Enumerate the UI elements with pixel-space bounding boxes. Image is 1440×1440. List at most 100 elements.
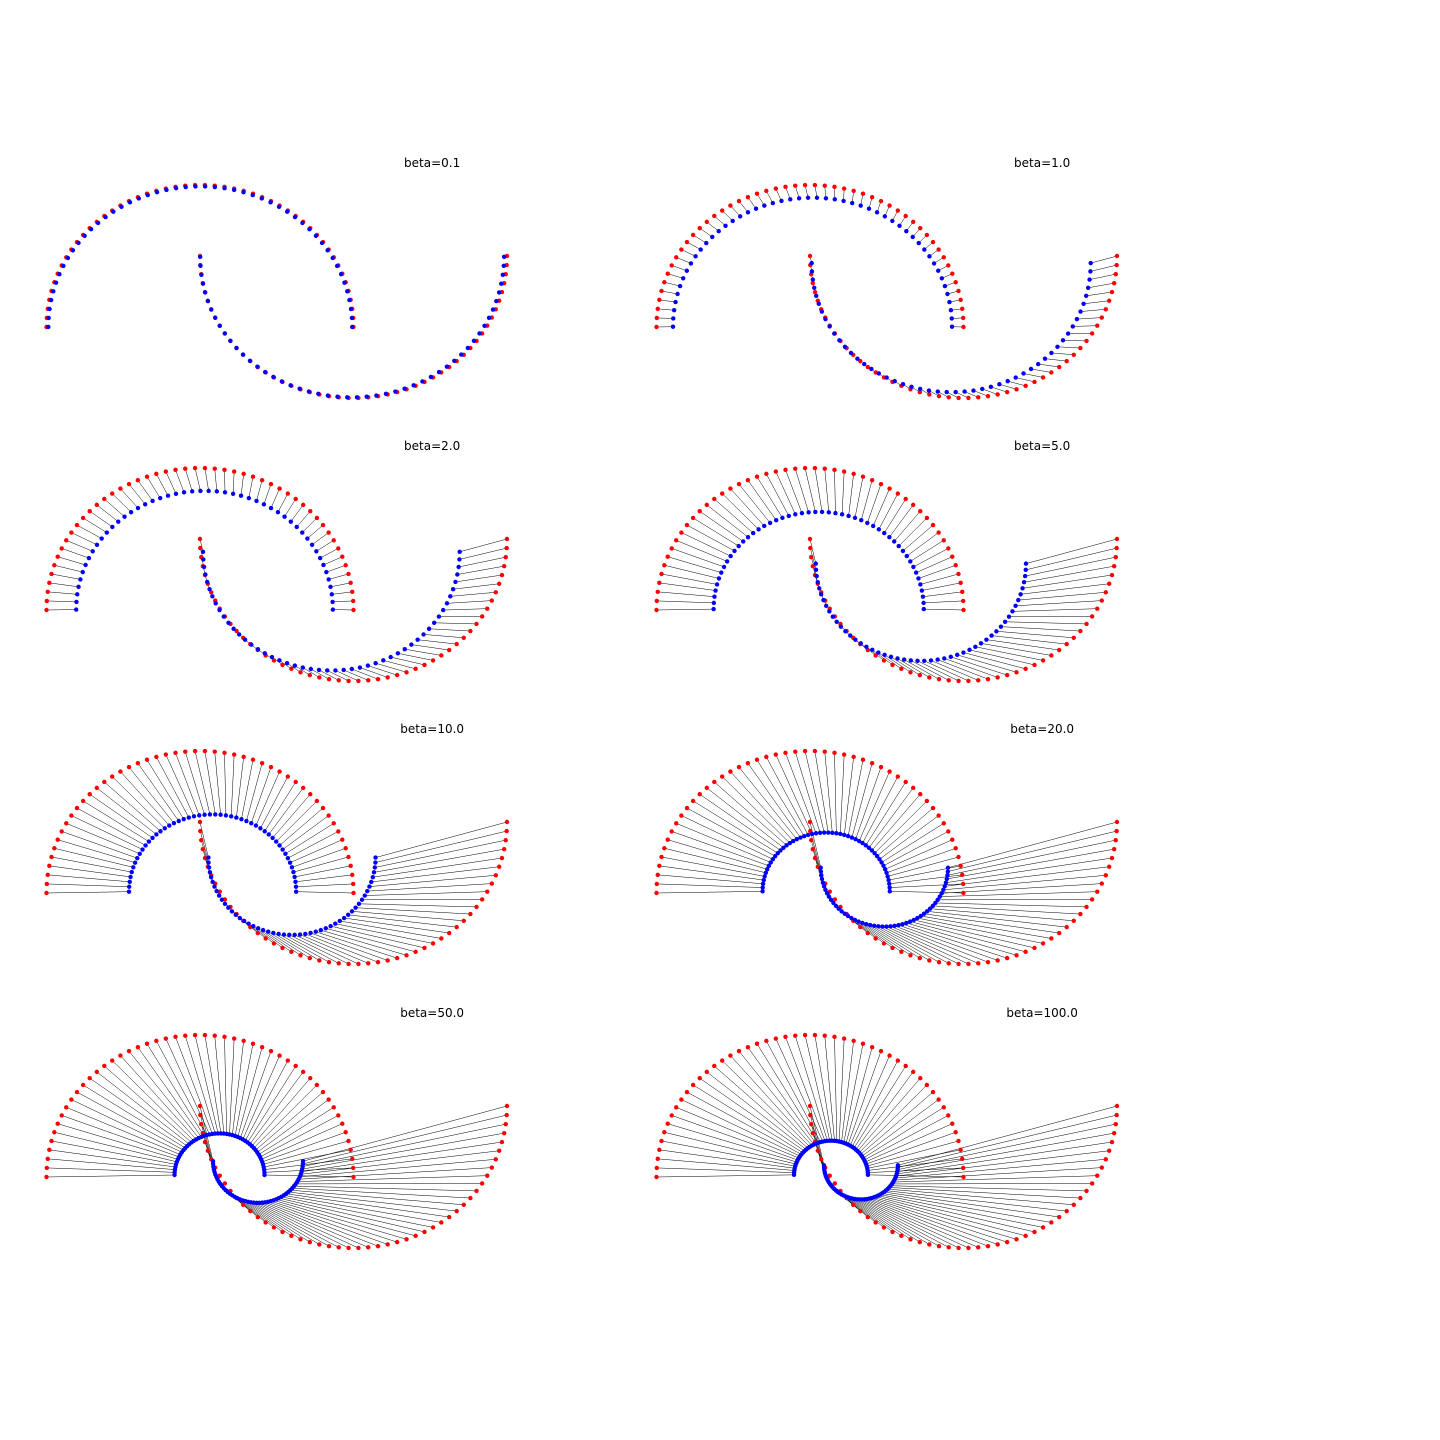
original-point	[754, 1041, 760, 1046]
smoothed-point	[1016, 597, 1021, 603]
connector-line	[868, 787, 914, 848]
smoothed-point	[819, 509, 825, 515]
connector-line	[692, 1084, 803, 1153]
connector-line	[906, 532, 939, 557]
smoothed-point	[805, 195, 811, 200]
original-point	[234, 628, 239, 634]
connector-line	[369, 875, 496, 887]
original-point	[248, 1208, 253, 1214]
connector-line	[996, 631, 1074, 639]
original-point	[941, 538, 946, 543]
original-point	[173, 750, 178, 756]
smoothed-point	[954, 652, 960, 658]
original-point	[422, 662, 427, 668]
smoothed-point	[150, 498, 155, 504]
smoothed-point	[967, 647, 972, 653]
smoothed-point	[904, 920, 909, 926]
smoothed-points	[670, 195, 1093, 395]
connector-line	[1015, 600, 1102, 607]
connector-line	[917, 917, 1044, 944]
smoothed-point	[421, 632, 426, 637]
connector-line	[884, 654, 911, 673]
smoothed-point	[75, 592, 80, 597]
smoothed-point	[181, 816, 186, 822]
smoothed-point	[1005, 378, 1010, 384]
original-point	[52, 1130, 57, 1135]
connector-line	[411, 644, 450, 651]
original-point	[503, 837, 508, 843]
connector-line	[82, 800, 150, 842]
original-point	[346, 571, 351, 577]
smoothed-point	[948, 654, 953, 660]
original-point	[44, 607, 49, 613]
original-point	[394, 1239, 400, 1245]
original-point	[719, 1058, 725, 1063]
smoothed-point	[132, 860, 138, 865]
smoothed-point	[223, 813, 229, 818]
original-point	[684, 239, 690, 245]
original-point	[1071, 352, 1076, 357]
smoothed-point	[448, 594, 453, 599]
original-point	[366, 1245, 371, 1250]
connector-line	[165, 754, 195, 817]
smoothed-point	[868, 922, 873, 928]
connector-line	[255, 1091, 324, 1151]
connector-line	[264, 1158, 353, 1170]
connector-line	[930, 660, 979, 681]
original-point	[679, 813, 684, 818]
original-point	[331, 1105, 336, 1110]
original-point	[918, 792, 923, 797]
original-point	[87, 792, 92, 797]
original-point	[956, 395, 961, 401]
connector-line	[286, 663, 301, 673]
original-point	[356, 1245, 361, 1251]
original-point	[946, 829, 951, 834]
smoothed-point	[158, 829, 163, 834]
smoothed-point	[766, 863, 772, 869]
original-point	[956, 288, 961, 294]
smoothed-point	[805, 832, 811, 838]
original-point	[285, 491, 291, 496]
connector-line	[950, 656, 1008, 676]
connector-line	[722, 1060, 811, 1147]
connector-line	[453, 583, 500, 590]
connector-line	[656, 608, 714, 611]
original-point	[697, 792, 702, 797]
connector-line	[969, 649, 1035, 666]
connector-line	[297, 1175, 488, 1182]
smoothed-point	[341, 915, 347, 921]
original-point	[422, 1229, 427, 1235]
original-point	[1099, 315, 1104, 320]
connector-line	[457, 565, 505, 575]
original-point	[385, 958, 390, 963]
connector-line	[955, 391, 969, 399]
connector-line	[932, 905, 1081, 915]
smoothed-point	[936, 268, 941, 273]
connector-line	[290, 504, 304, 522]
smoothed-point	[345, 395, 350, 400]
smoothed-point	[848, 350, 854, 356]
connector-line	[375, 662, 407, 673]
original-point	[961, 1174, 966, 1180]
smoothed-point	[313, 929, 318, 934]
original-point	[298, 670, 303, 675]
smoothed-point	[318, 927, 324, 933]
connector-line	[923, 600, 964, 604]
connector-line	[845, 1047, 873, 1144]
connector-line	[1051, 352, 1074, 356]
smoothed-point	[246, 495, 252, 501]
panel-6: beta=20.0	[654, 722, 1120, 967]
original-point	[704, 502, 710, 508]
smoothed-point	[904, 553, 909, 559]
smoothed-point	[238, 493, 244, 498]
smoothed-point	[809, 269, 815, 274]
smoothed-point	[274, 839, 279, 844]
connector-line	[848, 1197, 911, 1240]
original-point	[336, 678, 341, 683]
connector-line	[656, 1174, 795, 1178]
connector-line	[664, 848, 766, 874]
connector-line	[49, 1149, 176, 1168]
connector-line	[785, 186, 791, 200]
smoothed-point	[884, 924, 889, 929]
original-point	[654, 890, 659, 896]
